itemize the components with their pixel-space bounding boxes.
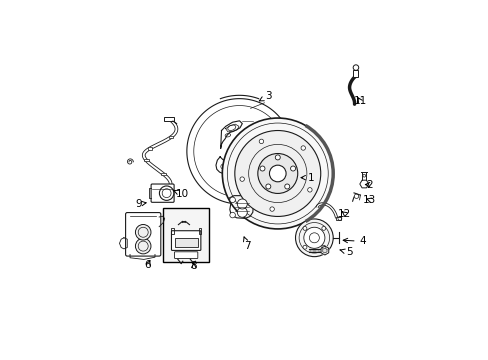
Circle shape bbox=[265, 184, 270, 189]
Circle shape bbox=[222, 118, 332, 229]
Circle shape bbox=[259, 139, 263, 144]
Text: 4: 4 bbox=[343, 237, 366, 246]
FancyBboxPatch shape bbox=[125, 212, 161, 256]
Text: 13: 13 bbox=[363, 195, 376, 205]
Polygon shape bbox=[322, 248, 326, 253]
Text: 8: 8 bbox=[190, 261, 197, 271]
Text: 5: 5 bbox=[339, 247, 352, 257]
Circle shape bbox=[135, 238, 151, 254]
Circle shape bbox=[321, 226, 325, 230]
Circle shape bbox=[237, 199, 247, 209]
Bar bbox=[161, 173, 165, 175]
Text: 3: 3 bbox=[259, 91, 271, 101]
Circle shape bbox=[303, 245, 306, 249]
Text: 7: 7 bbox=[243, 237, 250, 251]
Circle shape bbox=[284, 184, 289, 189]
Bar bbox=[171, 228, 173, 234]
Bar bbox=[174, 238, 198, 247]
Circle shape bbox=[135, 225, 151, 240]
Circle shape bbox=[295, 219, 332, 257]
Circle shape bbox=[301, 146, 305, 150]
FancyBboxPatch shape bbox=[171, 231, 201, 251]
Circle shape bbox=[229, 212, 235, 218]
Circle shape bbox=[269, 207, 274, 211]
Bar bbox=[222, 165, 226, 168]
Circle shape bbox=[290, 166, 295, 171]
Bar bbox=[144, 159, 148, 162]
Polygon shape bbox=[359, 180, 368, 188]
Circle shape bbox=[257, 153, 297, 193]
Polygon shape bbox=[321, 246, 328, 255]
Circle shape bbox=[229, 197, 235, 203]
FancyBboxPatch shape bbox=[164, 117, 173, 121]
FancyBboxPatch shape bbox=[151, 184, 174, 202]
Text: 10: 10 bbox=[173, 189, 189, 199]
Circle shape bbox=[303, 226, 306, 230]
Text: 1: 1 bbox=[301, 173, 314, 183]
Bar bbox=[168, 136, 173, 138]
Text: 6: 6 bbox=[144, 260, 151, 270]
Circle shape bbox=[303, 227, 324, 248]
Circle shape bbox=[240, 177, 244, 181]
Bar bbox=[163, 208, 208, 262]
Circle shape bbox=[321, 245, 325, 249]
Circle shape bbox=[260, 166, 264, 171]
Circle shape bbox=[269, 165, 285, 182]
Circle shape bbox=[237, 207, 247, 217]
Text: 9: 9 bbox=[135, 199, 146, 209]
Circle shape bbox=[275, 155, 280, 160]
Bar bbox=[147, 147, 152, 150]
Circle shape bbox=[234, 131, 320, 216]
Text: 11: 11 bbox=[353, 96, 366, 107]
FancyBboxPatch shape bbox=[174, 252, 198, 258]
FancyBboxPatch shape bbox=[353, 70, 358, 77]
Circle shape bbox=[159, 186, 173, 201]
Circle shape bbox=[307, 188, 311, 192]
Bar bbox=[335, 217, 340, 220]
Bar bbox=[198, 228, 201, 234]
Text: 2: 2 bbox=[365, 180, 372, 190]
Text: 12: 12 bbox=[338, 209, 351, 219]
